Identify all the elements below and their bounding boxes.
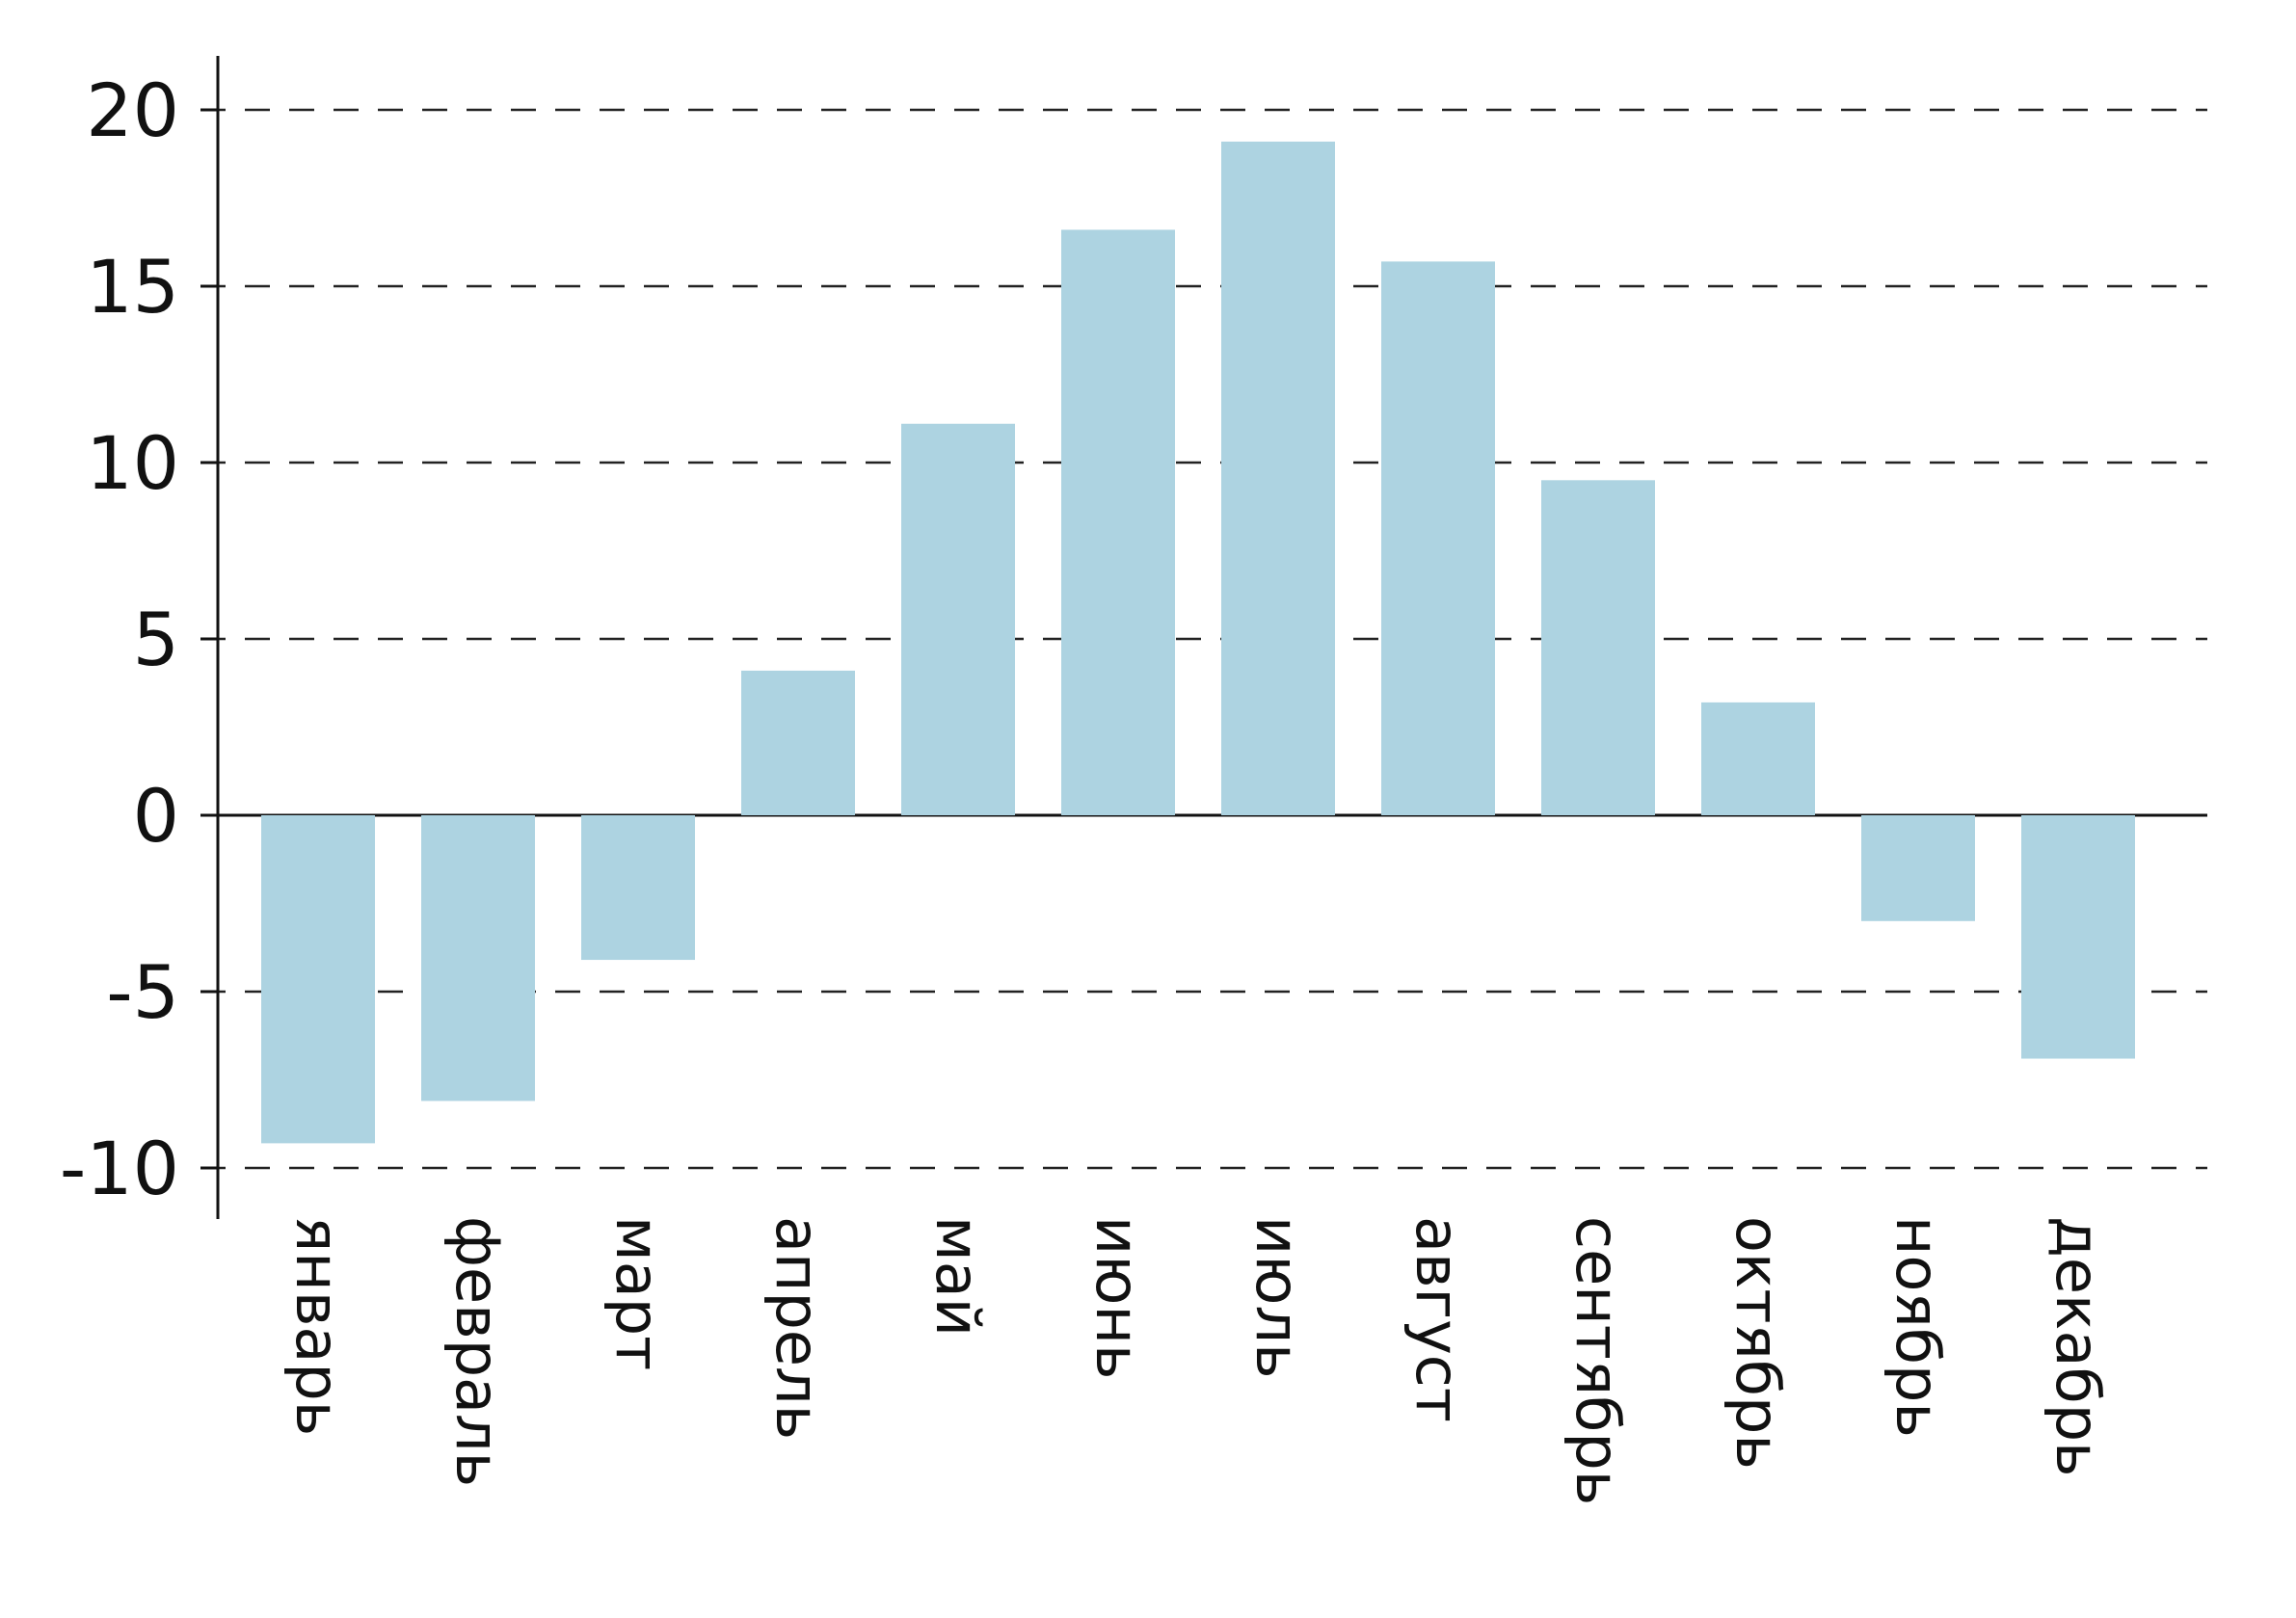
x-category-label-июль: июль [1242,1216,1313,1379]
y-tick-label: 15 [86,244,179,330]
x-category-label-октябрь: октябрь [1722,1216,1793,1470]
bar-июль [1221,141,1335,815]
bars-layer [261,141,2135,1144]
y-tick-label: 5 [133,597,179,682]
x-category-label-февраль: февраль [442,1216,513,1487]
x-category-label-март: март [602,1216,673,1370]
x-category-label-апрель: апрель [762,1216,833,1440]
x-category-labels: январь февраль март апрель май июнь июль август… [282,1216,2113,1505]
x-category-label-июнь: июнь [1082,1216,1153,1380]
bar-сентябрь [1541,480,1655,815]
bar-февраль [421,815,535,1101]
bar-март [581,815,695,961]
bar-январь [261,815,375,1144]
bar-апрель [741,670,855,815]
y-tick-label: 0 [133,773,179,859]
x-category-label-декабрь: декабрь [2042,1216,2113,1477]
bar-ноябрь [1861,815,1975,921]
x-category-label-ноябрь: ноябрь [1882,1216,1953,1438]
y-tick-label: -5 [106,949,179,1035]
y-tick-label: -10 [60,1126,179,1211]
axis-layer [200,56,220,1219]
bar-май [901,423,1015,815]
x-category-label-август: август [1402,1216,1473,1422]
bar-август [1381,261,1495,815]
x-category-label-май: май [922,1216,993,1337]
x-category-label-сентябрь: сентябрь [1562,1216,1633,1505]
bar-декабрь [2021,815,2135,1059]
x-category-label-январь: январь [282,1216,353,1436]
bar-октябрь [1701,702,1815,815]
y-tick-labels: 20 15 10 5 0 -5 -10 [60,67,179,1211]
y-tick-label: 20 [86,67,179,153]
y-tick-label: 10 [86,420,179,506]
bar-июнь [1061,229,1175,815]
